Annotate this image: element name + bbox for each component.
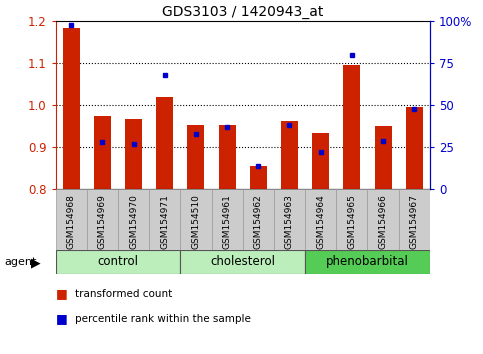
Text: GSM154962: GSM154962 xyxy=(254,194,263,249)
Text: phenobarbital: phenobarbital xyxy=(326,256,409,268)
Text: ■: ■ xyxy=(56,287,67,300)
Text: GSM154970: GSM154970 xyxy=(129,194,138,249)
Bar xyxy=(374,126,392,189)
Bar xyxy=(125,119,142,189)
Bar xyxy=(305,189,336,250)
Bar xyxy=(368,189,398,250)
Bar xyxy=(149,189,180,250)
Bar xyxy=(212,189,242,250)
Title: GDS3103 / 1420943_at: GDS3103 / 1420943_at xyxy=(162,5,324,19)
Bar xyxy=(180,250,305,274)
Bar xyxy=(63,28,80,189)
Text: agent: agent xyxy=(5,257,37,267)
Text: GSM154961: GSM154961 xyxy=(223,194,232,249)
Bar xyxy=(156,97,173,189)
Bar xyxy=(250,166,267,189)
Bar xyxy=(406,107,423,189)
Text: ■: ■ xyxy=(56,312,67,325)
Bar xyxy=(281,121,298,189)
Bar xyxy=(94,116,111,189)
Bar xyxy=(56,250,180,274)
Text: GSM154965: GSM154965 xyxy=(347,194,356,249)
Bar xyxy=(187,125,204,189)
Text: cholesterol: cholesterol xyxy=(210,256,275,268)
Text: GSM154969: GSM154969 xyxy=(98,194,107,249)
Bar xyxy=(218,126,236,189)
Bar xyxy=(305,250,430,274)
Bar xyxy=(398,189,430,250)
Text: transformed count: transformed count xyxy=(75,289,172,299)
Text: GSM154971: GSM154971 xyxy=(160,194,169,249)
Bar xyxy=(180,189,212,250)
Bar xyxy=(336,189,368,250)
Bar xyxy=(312,133,329,189)
Text: GSM154963: GSM154963 xyxy=(285,194,294,249)
Text: percentile rank within the sample: percentile rank within the sample xyxy=(75,314,251,324)
Bar xyxy=(87,189,118,250)
Bar xyxy=(343,65,360,189)
Text: GSM154964: GSM154964 xyxy=(316,194,325,249)
Bar xyxy=(274,189,305,250)
Text: GSM154510: GSM154510 xyxy=(191,194,200,249)
Bar xyxy=(242,189,274,250)
Bar xyxy=(56,189,87,250)
Text: control: control xyxy=(98,256,139,268)
Text: ▶: ▶ xyxy=(31,256,41,269)
Text: GSM154968: GSM154968 xyxy=(67,194,76,249)
Text: GSM154967: GSM154967 xyxy=(410,194,419,249)
Bar xyxy=(118,189,149,250)
Text: GSM154966: GSM154966 xyxy=(379,194,387,249)
